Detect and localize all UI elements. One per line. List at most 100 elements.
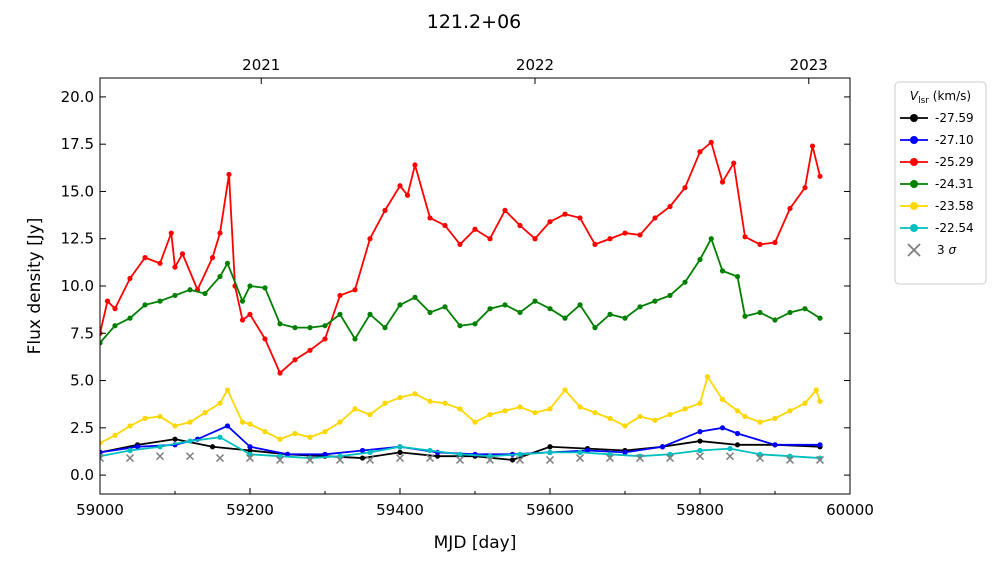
data-point-1-8 — [359, 447, 366, 454]
data-point-2-51 — [757, 241, 763, 247]
data-point-4-0 — [100, 440, 103, 446]
data-point-5-12 — [457, 451, 463, 457]
data-point-4-19 — [367, 411, 373, 418]
data-point-4-33 — [577, 404, 583, 410]
data-point-3-24 — [442, 304, 448, 310]
data-point-2-34 — [517, 222, 523, 229]
data-point-3-47 — [772, 317, 778, 323]
data-point-3-32 — [562, 315, 568, 321]
data-point-3-29 — [517, 309, 523, 316]
data-point-4-24 — [442, 400, 448, 406]
data-point-2-8 — [179, 251, 186, 257]
series-line-2 — [100, 140, 821, 375]
data-point-2-32 — [487, 236, 493, 242]
data-point-6-0 — [100, 454, 105, 463]
data-point-3-28 — [502, 302, 508, 308]
data-point-4-44 — [734, 408, 741, 414]
data-point-0-11 — [509, 457, 516, 463]
data-point-2-23 — [367, 236, 373, 242]
data-point-3-45 — [742, 313, 748, 319]
data-point-5-16 — [577, 449, 583, 455]
data-point-2-17 — [277, 370, 283, 376]
data-point-3-19 — [367, 311, 373, 317]
data-point-2-33 — [502, 207, 508, 213]
data-point-3-23 — [427, 309, 433, 316]
data-point-5-3 — [187, 438, 193, 444]
data-point-5-21 — [727, 446, 733, 452]
data-point-5-23 — [787, 453, 793, 459]
data-point-4-27 — [487, 411, 493, 418]
legend-marker-1 — [910, 136, 918, 144]
data-point-0-2 — [172, 436, 178, 442]
data-point-2-55 — [809, 143, 816, 149]
series-5 — [100, 434, 823, 461]
data-point-4-45 — [742, 413, 748, 420]
axes: 59000 59200 59400 59600 59800 60000 2021 2022 20… — [61, 56, 874, 519]
data-point-3-20 — [382, 325, 388, 331]
data-point-2-28 — [427, 215, 433, 221]
legend-label-0: -27.59 — [935, 111, 974, 125]
data-point-2-50 — [742, 234, 748, 240]
data-point-0-16 — [697, 438, 703, 444]
data-point-4-38 — [652, 417, 658, 423]
data-point-5-2 — [157, 444, 163, 450]
data-point-3-18 — [352, 336, 358, 342]
data-point-5-17 — [607, 451, 613, 457]
y-tick-label-8: 20.0 — [61, 88, 94, 106]
data-point-2-4 — [142, 255, 148, 261]
data-point-3-35 — [607, 311, 613, 317]
data-point-1-7 — [322, 451, 328, 457]
data-point-3-15 — [307, 325, 313, 331]
data-point-4-51 — [817, 398, 823, 404]
data-point-4-5 — [172, 423, 178, 429]
data-point-4-39 — [667, 411, 673, 418]
data-point-2-39 — [592, 241, 598, 247]
data-point-1-20 — [772, 442, 778, 448]
data-point-2-14 — [239, 317, 246, 323]
top-tick-label-0: 2021 — [242, 56, 280, 74]
data-point-2-35 — [532, 236, 538, 242]
data-point-6-5 — [245, 454, 255, 463]
data-point-3-0 — [100, 340, 103, 346]
data-point-2-36 — [547, 219, 553, 225]
data-point-3-21 — [397, 302, 403, 308]
series-6 — [100, 452, 825, 464]
data-point-4-40 — [682, 406, 688, 412]
data-point-3-33 — [577, 302, 583, 308]
data-point-6-17 — [605, 454, 615, 463]
data-point-4-13 — [277, 436, 283, 442]
data-point-3-1 — [112, 323, 118, 329]
data-point-0-9 — [434, 453, 441, 459]
data-point-6-11 — [425, 454, 435, 463]
data-point-4-2 — [127, 423, 133, 429]
legend-item-6: 3 σ — [907, 243, 956, 257]
data-point-5-1 — [127, 447, 133, 454]
data-point-4-29 — [517, 404, 523, 410]
data-point-4-36 — [622, 423, 628, 429]
data-point-3-11 — [247, 283, 253, 289]
data-point-2-30 — [457, 241, 463, 247]
data-point-3-9 — [224, 260, 231, 266]
data-point-1-6 — [284, 451, 291, 457]
data-point-4-8 — [217, 400, 223, 406]
series-line-0 — [100, 438, 821, 461]
data-point-1-1 — [134, 444, 141, 450]
data-point-2-41 — [622, 230, 628, 236]
y-tick-label-0: 0.0 — [70, 466, 94, 484]
data-point-2-26 — [404, 192, 411, 198]
data-point-3-5 — [172, 292, 178, 299]
data-point-3-8 — [217, 273, 223, 280]
data-point-5-4 — [217, 434, 223, 440]
data-point-4-31 — [547, 406, 553, 412]
data-point-2-12 — [226, 171, 232, 178]
data-point-2-24 — [382, 207, 388, 213]
data-point-4-7 — [202, 410, 208, 416]
data-point-2-3 — [127, 275, 133, 282]
data-point-5-13 — [487, 453, 493, 459]
data-point-6-10 — [395, 454, 405, 463]
data-point-0-12 — [547, 444, 553, 450]
data-point-3-17 — [337, 311, 343, 317]
data-point-6-7 — [305, 455, 315, 464]
legend-marker-3 — [910, 180, 918, 188]
